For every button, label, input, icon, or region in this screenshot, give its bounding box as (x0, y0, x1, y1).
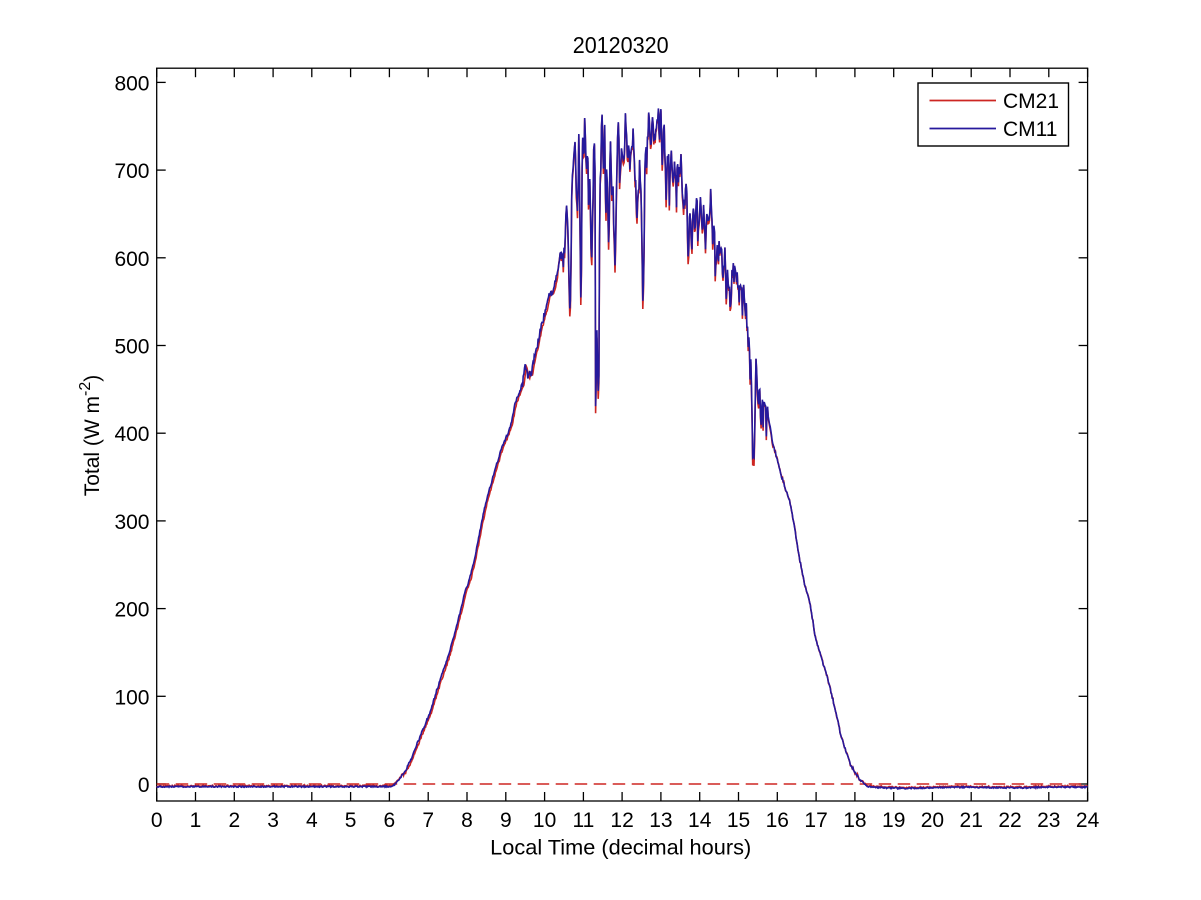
svg-text:200: 200 (114, 599, 149, 622)
svg-text:1: 1 (190, 809, 202, 832)
svg-text:800: 800 (114, 72, 149, 95)
svg-text:400: 400 (114, 423, 149, 446)
svg-text:100: 100 (114, 686, 149, 709)
svg-text:13: 13 (649, 809, 672, 832)
svg-text:0: 0 (138, 774, 150, 797)
svg-text:2: 2 (228, 809, 240, 832)
svg-text:500: 500 (114, 336, 149, 359)
svg-text:21: 21 (960, 809, 983, 832)
svg-text:0: 0 (151, 809, 163, 832)
svg-text:5: 5 (345, 809, 357, 832)
svg-text:4: 4 (306, 809, 318, 832)
svg-text:Local Time (decimal hours): Local Time (decimal hours) (490, 837, 751, 860)
svg-text:3: 3 (267, 809, 279, 832)
svg-text:11: 11 (572, 809, 594, 832)
svg-text:24: 24 (1076, 809, 1100, 832)
svg-text:22: 22 (998, 809, 1021, 832)
svg-text:17: 17 (804, 809, 827, 832)
svg-text:20: 20 (921, 809, 944, 832)
svg-text:9: 9 (500, 809, 512, 832)
svg-text:15: 15 (727, 809, 750, 832)
svg-text:700: 700 (114, 160, 149, 183)
svg-text:CM11: CM11 (1003, 118, 1057, 141)
svg-text:6: 6 (384, 809, 396, 832)
svg-text:8: 8 (461, 809, 473, 832)
svg-text:19: 19 (882, 809, 905, 832)
svg-text:23: 23 (1037, 809, 1060, 832)
svg-text:300: 300 (114, 511, 149, 534)
svg-text:18: 18 (843, 809, 866, 832)
svg-text:CM21: CM21 (1003, 90, 1059, 113)
svg-text:7: 7 (422, 809, 434, 832)
svg-text:12: 12 (610, 809, 633, 832)
svg-text:600: 600 (114, 248, 149, 271)
svg-text:20120320: 20120320 (573, 32, 669, 58)
svg-text:16: 16 (766, 809, 789, 832)
svg-text:14: 14 (688, 809, 712, 832)
svg-text:10: 10 (533, 809, 556, 832)
